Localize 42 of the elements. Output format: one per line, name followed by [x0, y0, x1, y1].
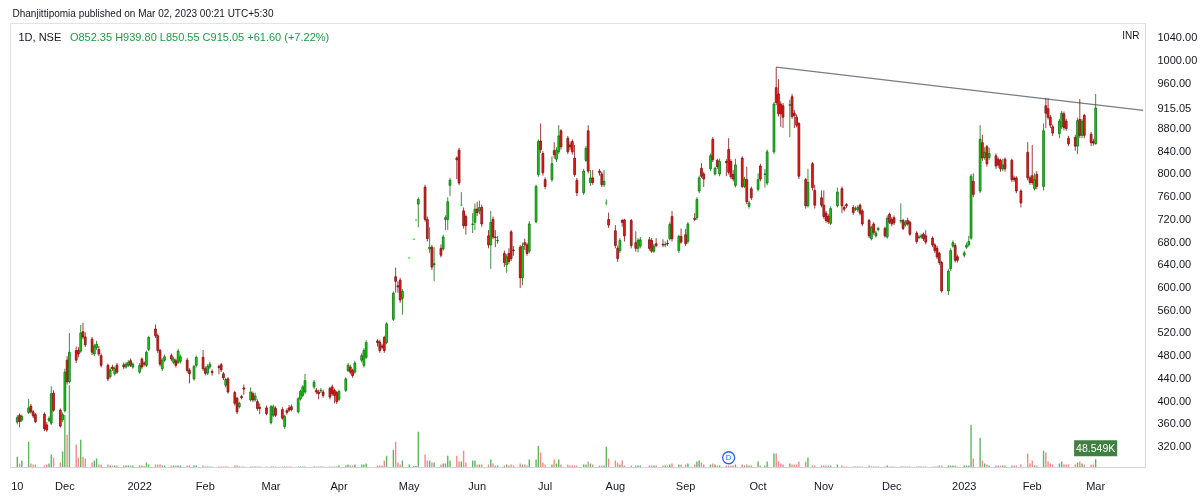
y-tick-label: 640.00 [1157, 258, 1192, 271]
y-tick-label: 915.05 [1157, 102, 1192, 115]
x-tick-label: Aug [605, 479, 626, 492]
x-tick-label: Apr [330, 479, 348, 492]
y-tick-label: 600.00 [1157, 280, 1192, 293]
x-tick-label: Jul [538, 479, 553, 492]
text: 1D, NSE [18, 30, 62, 43]
x-tick-label: Sep [675, 479, 696, 492]
text: O852.35 H939.80 L850.55 C915.05 +61.60 (+7.22%) [69, 30, 330, 43]
text: Dhanjittipomia published on Mar 02, 2023 00:21 UTC+5:30 [12, 7, 274, 19]
y-tick-label: 1040.00 [1157, 31, 1198, 44]
x-tick-label: Mar [261, 479, 281, 492]
x-tick-label: Feb [1022, 479, 1042, 492]
data-label: 48.549K [1076, 442, 1116, 455]
x-tick-label: 2023 [952, 479, 977, 492]
x-tick-label: Dec [55, 479, 76, 492]
y-tick-label: 560.00 [1157, 303, 1192, 316]
y-tick-label: 1000.00 [1157, 53, 1198, 66]
y-tick-label: 440.00 [1157, 371, 1192, 384]
x-tick-label: Oct [749, 479, 767, 492]
x-tick-label: Dec [881, 479, 903, 492]
x-tick-label: Mar [1086, 479, 1106, 492]
annotation: D [725, 453, 732, 463]
y-tick-label: 720.00 [1157, 212, 1192, 225]
y-tick-label: 520.00 [1157, 326, 1192, 339]
y-tick-label: 840.00 [1157, 144, 1192, 157]
y-tick-label: 960.00 [1157, 76, 1192, 89]
y-tick-label: 480.00 [1157, 349, 1192, 362]
y-tick-label: 880.00 [1157, 121, 1192, 134]
y-tick-label: 800.00 [1157, 167, 1192, 180]
y-tick-label: 400.00 [1157, 394, 1192, 407]
y-tick-label: 320.00 [1157, 439, 1192, 452]
x-tick-label: May [398, 479, 421, 492]
y-tick-label: 760.00 [1157, 190, 1192, 203]
x-tick-label: Jun [468, 479, 487, 492]
y-tick-label: 360.00 [1157, 417, 1192, 430]
x-tick-label: Feb [195, 479, 215, 492]
x-tick-label: 2022 [127, 479, 152, 492]
x-tick-label: Nov [814, 479, 835, 492]
y-axis-title: INR [1122, 29, 1140, 41]
x-tick-label: 10 [11, 479, 24, 492]
y-tick-label: 680.00 [1157, 235, 1192, 248]
